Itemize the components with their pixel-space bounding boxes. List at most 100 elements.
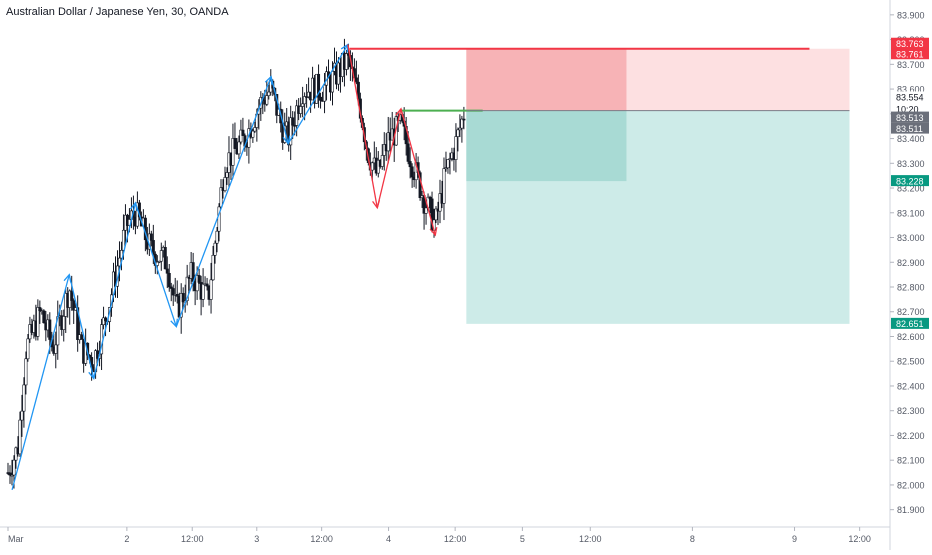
candle-body [163, 247, 167, 270]
candle-body [265, 95, 269, 105]
price-tick-label: 82.900 [897, 258, 925, 268]
candle-body [211, 255, 215, 281]
stop-zone-inner [466, 48, 627, 111]
candle-body [408, 161, 412, 168]
candle-body [446, 159, 450, 169]
candle-body [223, 177, 227, 191]
candle-body [291, 117, 295, 126]
candle-body [179, 293, 183, 318]
time-tick-label: 12:00 [181, 534, 204, 544]
candle-body [344, 53, 348, 70]
candle-body [444, 167, 448, 170]
candle-body [239, 129, 243, 143]
time-tick-label: 12:00 [579, 534, 602, 544]
candle-body [72, 300, 76, 311]
swing-segment [270, 76, 289, 144]
candle-body [428, 196, 432, 200]
candle-body [231, 138, 235, 166]
swing-segment [400, 108, 436, 236]
candle-body [462, 118, 466, 121]
candle-body [319, 96, 323, 101]
price-tick-label: 82.800 [897, 283, 925, 293]
price-label: 83.511 [896, 124, 923, 134]
swing-segment [134, 202, 177, 327]
price-tick-label: 82.600 [897, 332, 925, 342]
candle-body [380, 155, 384, 167]
candle-body [102, 317, 106, 325]
candle-body [209, 279, 213, 300]
target-zone-inner [466, 110, 627, 182]
candle-body [36, 307, 40, 337]
price-tick-label: 82.700 [897, 307, 925, 317]
candle-body [169, 286, 173, 289]
candle-body [26, 338, 30, 360]
swing-segment [376, 108, 402, 208]
candle-body [356, 81, 360, 100]
candle-body [185, 276, 189, 301]
level-lines [349, 47, 850, 112]
candle-body [458, 127, 462, 131]
candle-body [157, 260, 161, 263]
candle-body [62, 316, 66, 330]
price-label-box [891, 122, 929, 134]
price-tick-label: 82.100 [897, 456, 925, 466]
price-tick-label: 81.900 [897, 505, 925, 515]
price-label: 83.554 [896, 93, 924, 103]
candle-body [18, 419, 22, 455]
candle-body [195, 275, 199, 292]
candle-body [54, 344, 58, 354]
candle-body [237, 141, 241, 155]
candle-body [22, 384, 26, 412]
time-tick-label: 12:00 [848, 534, 871, 544]
time-tick-label: 12:00 [444, 534, 467, 544]
price-label-box [891, 111, 929, 123]
candle-body [295, 105, 299, 126]
price-label-box [891, 317, 929, 329]
candle-body [330, 71, 334, 93]
candle-body [8, 472, 12, 476]
swing-segment [68, 274, 95, 379]
candle-body [293, 124, 297, 127]
candle-body [370, 162, 374, 171]
candle-body [213, 242, 217, 256]
price-label: 83.761 [896, 49, 924, 59]
price-tick-label: 83.600 [897, 85, 925, 95]
candle-body [456, 129, 460, 137]
candle-body [48, 319, 52, 340]
price-label-box [891, 175, 929, 187]
candle-body [20, 410, 24, 421]
time-tick-label: 9 [792, 534, 797, 544]
price-label: 10:20 [896, 105, 919, 115]
price-label-box [891, 91, 929, 103]
price-tick-label: 82.300 [897, 406, 925, 416]
candle-body [460, 118, 464, 129]
candle-body [42, 310, 46, 324]
time-tick-label: 8 [690, 534, 695, 544]
chart-title: Australian Dollar / Japanese Yen, 30, OA… [6, 6, 229, 18]
candle-body [424, 207, 428, 214]
candle-body [117, 257, 121, 267]
candle-body [233, 138, 237, 149]
time-tick-label: 12:00 [310, 534, 333, 544]
candle-body [410, 166, 414, 178]
candle-body [12, 459, 16, 476]
candle-body [165, 268, 169, 274]
candle-body [406, 143, 410, 162]
time-tick-label: Mar [8, 534, 24, 544]
candle-body [197, 275, 201, 283]
candle-body [38, 307, 42, 312]
candle-body [303, 96, 307, 105]
candle-body [121, 229, 125, 251]
price-label: 83.513 [896, 113, 924, 123]
time-tick-label: 3 [254, 534, 259, 544]
candle-body [171, 288, 175, 296]
swing-segment [287, 44, 349, 144]
candle-body [442, 168, 446, 204]
candle-body [299, 106, 303, 114]
price-tick-label: 83.200 [897, 184, 925, 194]
candle-body [386, 132, 390, 152]
candle-body [159, 250, 163, 262]
